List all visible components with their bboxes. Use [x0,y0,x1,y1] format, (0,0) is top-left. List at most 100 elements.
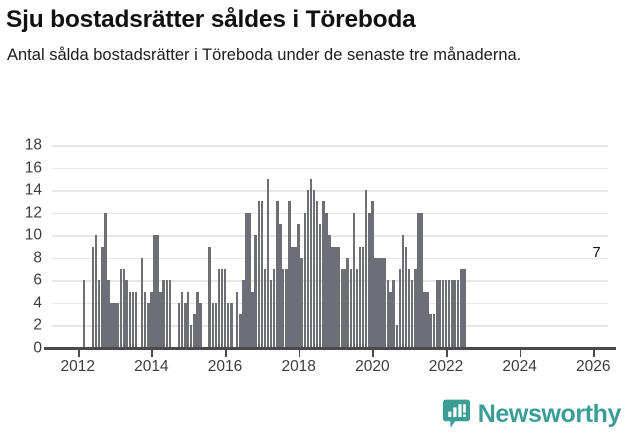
bar[interactable] [159,291,162,348]
bar[interactable] [113,302,116,348]
bar[interactable] [404,246,408,348]
bar[interactable] [377,257,380,348]
bar[interactable] [272,269,276,348]
bar[interactable] [303,212,307,348]
bar[interactable] [426,291,429,348]
bar[interactable] [214,302,218,348]
bar[interactable] [230,302,233,348]
bar[interactable] [254,235,257,348]
bar[interactable] [435,280,439,348]
bar[interactable] [410,280,414,348]
bar[interactable] [389,291,392,348]
bar[interactable] [257,201,261,348]
bar[interactable] [266,178,270,348]
bar[interactable] [309,178,313,348]
bar[interactable] [432,314,436,348]
bar[interactable] [349,269,353,348]
bar[interactable] [371,201,374,348]
bar[interactable] [162,280,165,348]
bar[interactable] [279,223,282,348]
bar[interactable] [417,212,420,348]
bar[interactable] [447,280,451,348]
bar[interactable] [239,314,242,348]
bar[interactable] [346,257,349,348]
bar[interactable] [343,269,346,348]
bar[interactable] [315,201,319,348]
bar[interactable] [220,269,224,348]
bar[interactable] [251,291,254,348]
bar[interactable] [242,280,245,348]
bar[interactable] [110,302,113,348]
bar[interactable] [361,246,365,348]
bar[interactable] [94,235,98,348]
bar[interactable] [380,257,383,348]
bar[interactable] [82,280,86,348]
bar[interactable] [156,235,159,348]
bar[interactable] [420,212,423,348]
bar[interactable] [386,280,390,348]
bar[interactable] [358,246,362,348]
bar[interactable] [460,269,463,348]
bar[interactable] [444,280,448,348]
newsworthy-logo[interactable]: Newsworthy [442,397,621,431]
bar[interactable] [374,257,377,348]
bar[interactable] [143,291,147,348]
bar[interactable] [450,280,454,348]
bar[interactable] [150,291,153,348]
bar[interactable] [414,269,417,348]
bar[interactable] [153,235,156,348]
bar[interactable] [325,212,328,348]
bar[interactable] [423,291,426,348]
bar[interactable] [101,246,104,348]
bar[interactable] [140,257,144,348]
bar[interactable] [340,269,344,348]
bar[interactable] [312,190,316,348]
bar[interactable] [177,302,181,348]
bar[interactable] [263,269,267,348]
bar[interactable] [322,201,325,348]
bar[interactable] [165,280,169,348]
bar[interactable] [116,302,119,348]
bar[interactable] [368,212,371,348]
bar[interactable] [438,280,441,348]
bar[interactable] [147,302,150,348]
bar[interactable] [401,235,405,348]
bar[interactable] [235,291,239,348]
bar[interactable] [196,291,199,348]
bar[interactable] [441,280,445,348]
bar[interactable] [463,269,466,348]
bar[interactable] [407,269,411,348]
bar[interactable] [276,201,279,348]
bar[interactable] [223,269,227,348]
bar[interactable] [189,325,193,348]
bar[interactable] [383,257,386,348]
bar[interactable] [211,302,215,348]
bar[interactable] [180,291,184,348]
bar[interactable] [337,246,340,348]
bar[interactable] [306,190,310,348]
bar[interactable] [392,280,395,348]
bar[interactable] [186,291,190,348]
bar[interactable] [260,201,264,348]
bar[interactable] [318,223,322,348]
bar[interactable] [125,280,128,348]
bar[interactable] [395,325,399,348]
bar[interactable] [184,302,187,348]
bar[interactable] [288,201,291,348]
bar[interactable] [217,269,221,348]
bar[interactable] [334,246,337,348]
bar[interactable] [429,314,432,348]
bar[interactable] [104,212,107,348]
bar[interactable] [291,246,294,348]
bar[interactable] [453,280,457,348]
bar[interactable] [364,190,368,348]
bar[interactable] [131,291,135,348]
bar[interactable] [281,269,285,348]
bar[interactable] [245,212,248,348]
bar[interactable] [91,246,95,348]
bar[interactable] [328,235,331,348]
bar[interactable] [122,269,126,348]
bar[interactable] [199,302,202,348]
bar[interactable] [297,223,300,348]
bar[interactable] [352,212,356,348]
